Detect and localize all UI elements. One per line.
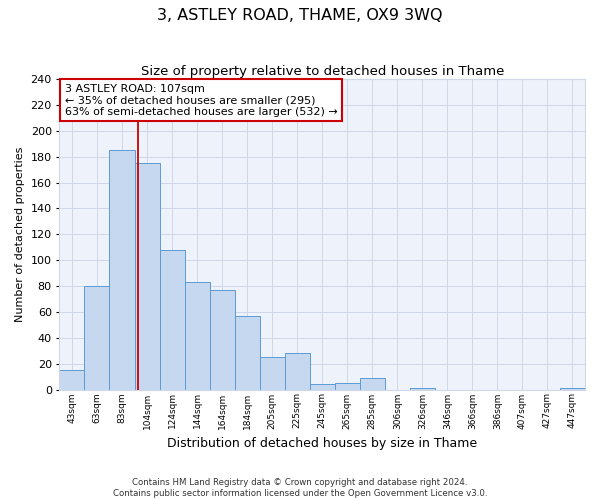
Text: 3, ASTLEY ROAD, THAME, OX9 3WQ: 3, ASTLEY ROAD, THAME, OX9 3WQ <box>157 8 443 22</box>
Title: Size of property relative to detached houses in Thame: Size of property relative to detached ho… <box>140 65 504 78</box>
X-axis label: Distribution of detached houses by size in Thame: Distribution of detached houses by size … <box>167 437 477 450</box>
Bar <box>160 250 185 390</box>
Text: 3 ASTLEY ROAD: 107sqm
← 35% of detached houses are smaller (295)
63% of semi-det: 3 ASTLEY ROAD: 107sqm ← 35% of detached … <box>65 84 337 117</box>
Bar <box>109 150 134 390</box>
Bar <box>235 316 260 390</box>
Bar <box>85 286 109 390</box>
Y-axis label: Number of detached properties: Number of detached properties <box>15 146 25 322</box>
Bar <box>59 370 85 390</box>
Bar <box>134 163 160 390</box>
Bar <box>335 383 360 390</box>
Bar <box>560 388 585 390</box>
Text: Contains HM Land Registry data © Crown copyright and database right 2024.
Contai: Contains HM Land Registry data © Crown c… <box>113 478 487 498</box>
Bar <box>310 384 335 390</box>
Bar <box>209 290 235 390</box>
Bar <box>185 282 209 390</box>
Bar <box>410 388 435 390</box>
Bar <box>360 378 385 390</box>
Bar <box>260 357 284 390</box>
Bar <box>284 354 310 390</box>
